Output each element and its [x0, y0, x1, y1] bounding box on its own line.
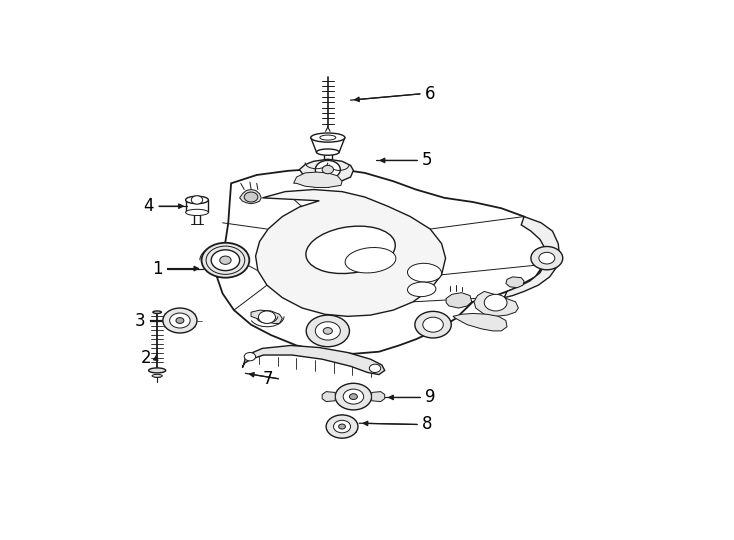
Polygon shape	[294, 172, 342, 187]
Circle shape	[335, 383, 371, 410]
Ellipse shape	[310, 133, 345, 142]
Circle shape	[326, 415, 358, 438]
Circle shape	[333, 420, 351, 433]
Circle shape	[322, 165, 333, 174]
Polygon shape	[371, 392, 385, 402]
Circle shape	[244, 353, 255, 361]
Polygon shape	[506, 277, 524, 288]
Text: 5: 5	[422, 151, 432, 170]
Polygon shape	[322, 392, 335, 402]
Text: 6: 6	[425, 85, 435, 103]
Circle shape	[316, 160, 341, 179]
Circle shape	[176, 318, 184, 323]
Text: 4: 4	[143, 197, 154, 215]
Text: 9: 9	[425, 388, 435, 407]
Polygon shape	[453, 313, 507, 331]
Circle shape	[323, 328, 333, 334]
Text: 8: 8	[422, 415, 432, 434]
Circle shape	[349, 394, 357, 400]
Polygon shape	[474, 292, 518, 316]
Polygon shape	[255, 190, 446, 316]
Ellipse shape	[186, 210, 208, 215]
Polygon shape	[242, 346, 385, 375]
Polygon shape	[251, 310, 283, 323]
Circle shape	[202, 243, 250, 278]
Ellipse shape	[407, 264, 442, 282]
Polygon shape	[299, 159, 354, 183]
Circle shape	[316, 322, 341, 340]
Circle shape	[211, 250, 239, 271]
Circle shape	[484, 294, 507, 311]
Ellipse shape	[345, 247, 396, 273]
Polygon shape	[446, 293, 472, 308]
Ellipse shape	[407, 282, 436, 296]
Ellipse shape	[320, 135, 335, 140]
Circle shape	[258, 311, 275, 323]
Ellipse shape	[152, 374, 162, 377]
Ellipse shape	[148, 368, 166, 373]
Polygon shape	[217, 168, 547, 354]
Circle shape	[219, 256, 231, 265]
Polygon shape	[239, 190, 261, 204]
Circle shape	[192, 196, 203, 204]
Circle shape	[306, 315, 349, 347]
Circle shape	[415, 312, 451, 338]
Ellipse shape	[153, 311, 161, 313]
Polygon shape	[504, 217, 559, 298]
Text: 7: 7	[263, 370, 273, 388]
Circle shape	[369, 364, 381, 373]
Ellipse shape	[186, 196, 208, 204]
Circle shape	[344, 389, 363, 404]
Text: 2: 2	[140, 349, 151, 367]
Text: 1: 1	[152, 260, 162, 278]
Ellipse shape	[306, 226, 396, 274]
Circle shape	[539, 252, 555, 264]
Circle shape	[244, 192, 258, 202]
Circle shape	[338, 424, 346, 429]
Circle shape	[423, 317, 443, 332]
Circle shape	[531, 246, 563, 270]
Circle shape	[163, 308, 197, 333]
Ellipse shape	[316, 149, 339, 155]
Text: 3: 3	[135, 312, 145, 329]
Circle shape	[170, 313, 190, 328]
